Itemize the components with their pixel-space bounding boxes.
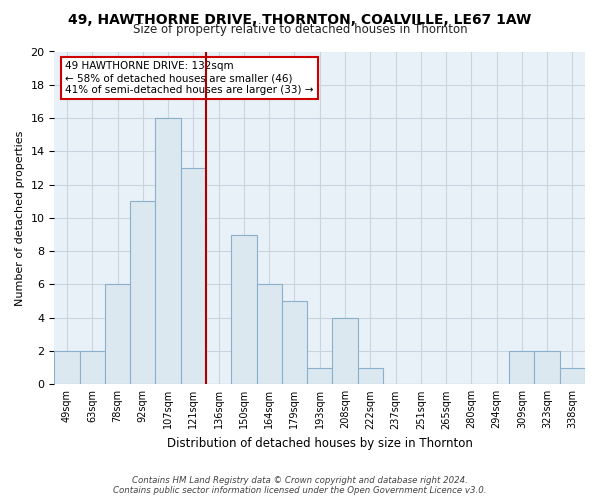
- Bar: [358, 368, 383, 384]
- Text: Contains HM Land Registry data © Crown copyright and database right 2024.
Contai: Contains HM Land Registry data © Crown c…: [113, 476, 487, 495]
- Text: Size of property relative to detached houses in Thornton: Size of property relative to detached ho…: [133, 22, 467, 36]
- X-axis label: Distribution of detached houses by size in Thornton: Distribution of detached houses by size …: [167, 437, 473, 450]
- Bar: [560, 368, 585, 384]
- Bar: [535, 351, 560, 384]
- Bar: [181, 168, 206, 384]
- Bar: [155, 118, 181, 384]
- Bar: [55, 351, 80, 384]
- Y-axis label: Number of detached properties: Number of detached properties: [15, 130, 25, 306]
- Bar: [257, 284, 282, 384]
- Bar: [509, 351, 535, 384]
- Text: 49, HAWTHORNE DRIVE, THORNTON, COALVILLE, LE67 1AW: 49, HAWTHORNE DRIVE, THORNTON, COALVILLE…: [68, 12, 532, 26]
- Bar: [105, 284, 130, 384]
- Bar: [307, 368, 332, 384]
- Bar: [130, 202, 155, 384]
- Bar: [80, 351, 105, 384]
- Bar: [231, 234, 257, 384]
- Bar: [282, 301, 307, 384]
- Bar: [332, 318, 358, 384]
- Text: 49 HAWTHORNE DRIVE: 132sqm
← 58% of detached houses are smaller (46)
41% of semi: 49 HAWTHORNE DRIVE: 132sqm ← 58% of deta…: [65, 62, 314, 94]
